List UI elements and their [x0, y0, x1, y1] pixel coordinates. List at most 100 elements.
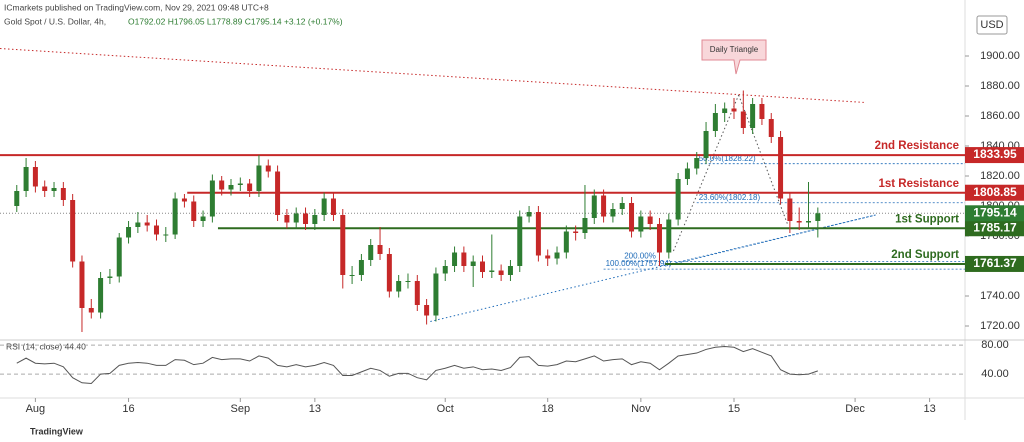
level-name: 1st Support	[895, 213, 959, 225]
candle-body	[414, 281, 420, 305]
level-price-bg	[965, 255, 1024, 272]
candle-body	[23, 167, 29, 191]
candle-body	[610, 209, 616, 217]
fib-label: 200.00%	[624, 252, 656, 261]
candle-body	[98, 278, 104, 313]
trendline	[672, 94, 740, 252]
footer-logo: TradingView	[30, 426, 84, 436]
candle-body	[582, 218, 588, 233]
candle-body	[712, 113, 718, 131]
candle-body	[675, 179, 681, 220]
candle-body	[200, 216, 206, 221]
candle-body	[42, 186, 48, 191]
candle-body	[340, 215, 346, 275]
candle-body	[666, 219, 672, 253]
candle-body	[256, 165, 262, 191]
candle-body	[79, 261, 85, 308]
candle-body	[293, 213, 299, 223]
candle-body	[219, 180, 225, 190]
candle-body	[563, 231, 569, 253]
candle-body	[405, 281, 411, 282]
callout-box	[701, 39, 767, 75]
fib-label: 100.00%(1757.94)	[606, 259, 672, 268]
candle-body	[88, 308, 94, 313]
candle-body	[153, 225, 159, 235]
level-price-bg	[965, 184, 1024, 201]
symbol-title: Gold Spot / U.S. Dollar, 4h,	[4, 16, 106, 26]
candle-body	[638, 216, 644, 232]
candle-body	[601, 195, 607, 217]
candle-body	[14, 191, 20, 206]
candle-body	[656, 224, 662, 253]
x-tick-label: Dec	[845, 403, 865, 415]
candle-body	[228, 185, 234, 190]
candle-body	[787, 198, 793, 221]
candle-body	[60, 188, 66, 200]
y-tick-label: 1720.00	[980, 320, 1020, 332]
candle-body	[535, 212, 541, 256]
trendline	[430, 214, 876, 322]
x-tick-label: 13	[923, 403, 935, 415]
price-pane: 50.0%(1828.22) 23.60%(1802.18) 100.00%(175…	[0, 48, 965, 332]
level-price: 1761.37	[973, 256, 1017, 270]
fib-label: 50.0%(1828.22)	[699, 154, 756, 163]
rsi-tick-label: 80.00	[981, 339, 1009, 351]
candle-body	[498, 270, 504, 275]
currency: USD	[980, 19, 1003, 31]
candle-body	[684, 168, 690, 179]
rsi-label: RSI (14, close) 44.40	[6, 341, 86, 351]
candle-body	[51, 188, 57, 191]
candle-body	[349, 275, 355, 276]
candle-body	[768, 119, 774, 137]
trendline	[738, 94, 789, 226]
level-price: 1833.95	[973, 147, 1017, 161]
x-tick-label: 18	[542, 403, 554, 415]
level-name: 1st Resistance	[878, 178, 959, 190]
fib-label: 23.60%(1802.18)	[699, 193, 761, 202]
candle-body	[740, 111, 746, 128]
candle-body	[731, 108, 737, 112]
candle-body	[722, 108, 728, 113]
candle-body	[526, 212, 532, 217]
candle-body	[545, 255, 551, 259]
candle-body	[452, 252, 458, 266]
current-price: 1795.14	[973, 205, 1017, 219]
candle-body	[480, 261, 485, 272]
candle-body	[284, 215, 290, 223]
level-name: 2nd Support	[891, 249, 959, 261]
level-price-bg	[965, 147, 1024, 164]
callout-text: Daily Triangle	[710, 45, 759, 54]
candle-body	[330, 198, 336, 215]
candle-body	[778, 137, 784, 199]
candle-body	[470, 261, 476, 266]
level-name: 2nd Resistance	[875, 140, 959, 152]
ohlc-readout: O1792.02 H1796.05 L1778.89 C1795.14 +3.1…	[128, 16, 343, 26]
candle-body	[303, 213, 309, 224]
candle-body	[181, 198, 187, 202]
candle-body	[815, 213, 821, 221]
candle-body	[144, 222, 150, 226]
y-tick-label: 1740.00	[980, 290, 1020, 302]
candle-body	[796, 221, 802, 223]
candle-body	[32, 167, 38, 187]
candle-body	[396, 281, 402, 292]
trendline	[0, 48, 866, 103]
candle-body	[647, 216, 653, 224]
x-tick-label: Oct	[437, 403, 454, 415]
trendline	[664, 214, 876, 267]
candle-body	[275, 171, 281, 215]
candle-body	[247, 183, 253, 191]
level-price: 1785.17	[973, 220, 1017, 234]
rsi-tick-label: 40.00	[981, 368, 1009, 380]
candle-body	[489, 270, 495, 272]
candle-body	[312, 215, 318, 224]
candle-body	[107, 276, 113, 278]
candle-body	[368, 245, 374, 260]
candle-body	[237, 183, 243, 185]
candle-body	[321, 198, 327, 215]
candle-body	[126, 227, 132, 238]
x-tick-label: Nov	[631, 403, 651, 415]
y-tick-label: 1820.00	[980, 170, 1020, 182]
